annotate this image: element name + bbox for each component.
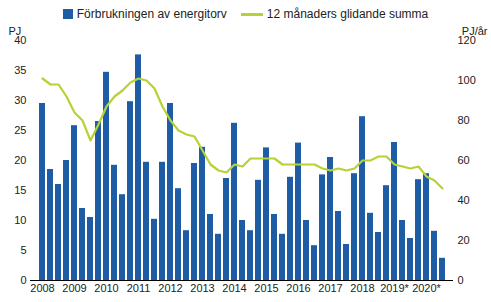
- svg-text:2008: 2008: [30, 282, 54, 294]
- svg-text:5: 5: [20, 244, 26, 256]
- svg-text:80: 80: [458, 114, 470, 126]
- svg-text:120: 120: [457, 34, 476, 46]
- svg-text:25: 25: [14, 124, 26, 136]
- svg-text:2016: 2016: [286, 282, 310, 294]
- svg-text:2018: 2018: [350, 282, 374, 294]
- svg-text:PJ: PJ: [9, 25, 22, 37]
- svg-text:PJ/år: PJ/år: [462, 25, 488, 37]
- svg-text:2009: 2009: [62, 282, 86, 294]
- svg-text:2012: 2012: [158, 282, 182, 294]
- html-text:12 månaders glidande summa: 12 månaders glidande summa: [266, 7, 429, 21]
- svg-text:10: 10: [14, 214, 26, 226]
- svg-text:2020*: 2020*: [412, 282, 441, 294]
- svg-text:40: 40: [14, 34, 27, 46]
- svg-text:2010: 2010: [94, 282, 118, 294]
- svg-text:15: 15: [14, 184, 26, 196]
- svg-text:100: 100: [458, 74, 476, 86]
- svg-text:60: 60: [458, 154, 470, 166]
- svg-text:0: 0: [20, 274, 26, 286]
- svg-text:35: 35: [14, 64, 26, 76]
- svg-text:40: 40: [458, 194, 470, 206]
- svg-text:2014: 2014: [222, 282, 246, 294]
- svg-text:2017: 2017: [318, 282, 342, 294]
- svg-text:2019*: 2019*: [380, 282, 409, 294]
- svg-text:30: 30: [14, 94, 26, 106]
- svg-text:2013: 2013: [190, 282, 214, 294]
- svg-text:20: 20: [14, 154, 26, 166]
- svg-text:2015: 2015: [254, 282, 278, 294]
- svg-text:20: 20: [458, 234, 470, 246]
- html-text:Förbrukningen av energitorv: Förbrukningen av energitorv: [76, 7, 227, 21]
- svg-text:0: 0: [458, 274, 464, 286]
- svg-text:2011: 2011: [127, 282, 151, 294]
